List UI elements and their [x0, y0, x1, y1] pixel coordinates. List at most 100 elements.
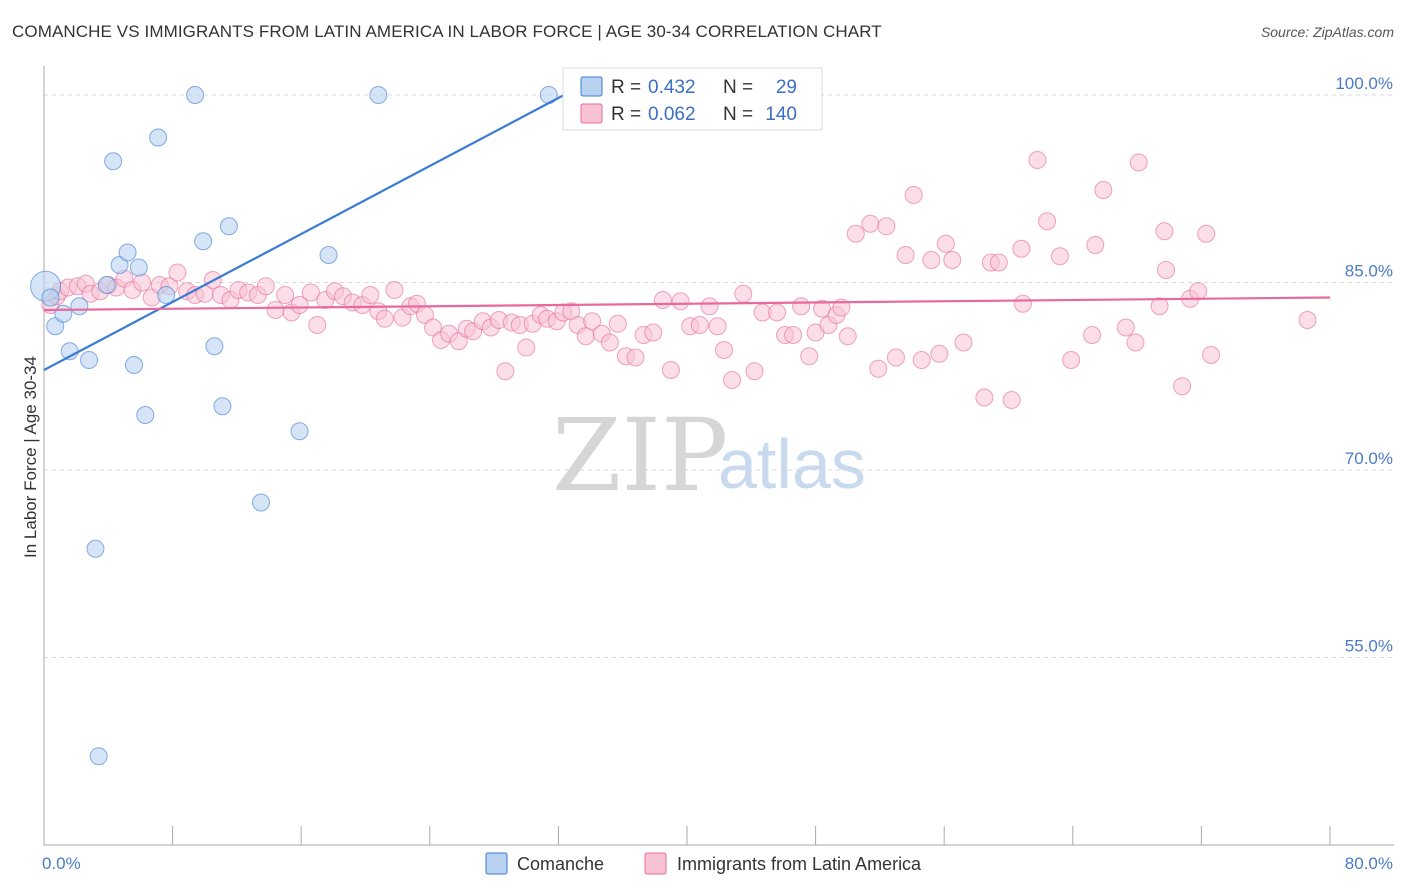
- watermark-zip: ZIP: [552, 397, 728, 514]
- point-comanche: [86, 539, 105, 558]
- series-comanche-points: [30, 86, 594, 766]
- point-immigrants: [1197, 224, 1216, 243]
- point-immigrants: [708, 317, 727, 336]
- stats-legend-box: [562, 67, 823, 131]
- legend-swatch-immigrants: [580, 103, 603, 124]
- watermark: ZIP atlas: [552, 397, 866, 514]
- point-immigrants: [1012, 239, 1031, 258]
- point-immigrants: [800, 347, 819, 366]
- stats-legend: R = 0.432 N = 29 R = 0.062 N = 140: [562, 67, 823, 131]
- watermark-atlas: atlas: [718, 425, 866, 503]
- legend-n-value-comanche: 29: [776, 77, 797, 98]
- bottom-legend-swatch-comanche[interactable]: [485, 852, 508, 875]
- point-immigrants: [936, 234, 955, 253]
- gridlines: [44, 94, 1394, 658]
- point-immigrants: [375, 309, 394, 328]
- point-comanche: [219, 217, 238, 236]
- point-immigrants: [723, 371, 742, 389]
- point-immigrants: [661, 361, 680, 379]
- x-tick-label-min: 0.0%: [42, 854, 81, 873]
- point-comanche: [54, 304, 73, 323]
- legend-r-value-immigrants: 0.062: [648, 104, 696, 125]
- bottom-legend-swatch-immigrants[interactable]: [644, 852, 667, 875]
- point-immigrants: [1126, 333, 1145, 352]
- legend-n-label-comanche: N =: [723, 77, 753, 98]
- point-comanche: [70, 297, 89, 316]
- y-tick-label: 85.0%: [1345, 262, 1393, 281]
- legend-r-label-immigrants: R =: [611, 104, 641, 125]
- point-immigrants: [690, 316, 709, 334]
- point-immigrants: [943, 251, 962, 269]
- y-tick-label: 100.0%: [1335, 74, 1393, 93]
- point-immigrants: [1050, 247, 1069, 266]
- point-immigrants: [1157, 261, 1176, 279]
- point-immigrants: [846, 224, 865, 243]
- source-label: Source: ZipAtlas.com: [1260, 24, 1394, 40]
- point-immigrants: [734, 284, 753, 303]
- trend-lines: [43, 71, 1331, 371]
- point-immigrants: [1086, 236, 1105, 254]
- point-immigrants: [930, 344, 949, 363]
- point-immigrants: [1116, 318, 1135, 337]
- y-tick-label: 55.0%: [1345, 637, 1393, 656]
- point-comanche: [41, 288, 60, 307]
- point-comanche: [129, 258, 148, 277]
- point-immigrants: [583, 312, 602, 331]
- point-immigrants: [1038, 212, 1057, 231]
- point-immigrants: [1083, 326, 1102, 344]
- point-comanche: [104, 152, 123, 171]
- bottom-legend-label-immigrants[interactable]: Immigrants from Latin America: [677, 854, 922, 874]
- point-comanche: [252, 493, 271, 512]
- point-comanche: [89, 747, 108, 766]
- point-immigrants: [361, 286, 380, 304]
- legend-r-value-comanche: 0.432: [648, 77, 696, 98]
- point-comanche: [213, 397, 232, 416]
- trend-line-immigrants: [43, 296, 1331, 312]
- point-comanche: [290, 422, 309, 441]
- point-immigrants: [922, 251, 941, 269]
- point-immigrants: [714, 341, 733, 359]
- axes: [43, 66, 1394, 846]
- point-immigrants: [644, 323, 663, 342]
- point-immigrants: [576, 327, 595, 346]
- point-immigrants: [266, 301, 285, 319]
- point-comanche: [157, 286, 176, 304]
- bottom-legend-label-comanche[interactable]: Comanche: [517, 854, 604, 874]
- point-immigrants: [600, 333, 619, 352]
- x-tick-label-max: 80.0%: [1345, 854, 1393, 873]
- point-immigrants: [626, 348, 645, 367]
- point-immigrants: [1202, 346, 1221, 364]
- legend-n-value-immigrants: 140: [765, 104, 797, 125]
- point-immigrants: [1298, 311, 1317, 329]
- legend-swatch-comanche: [580, 76, 603, 97]
- point-immigrants: [989, 253, 1008, 272]
- point-comanche: [369, 86, 388, 104]
- point-comanche: [149, 128, 168, 147]
- point-immigrants: [896, 246, 915, 264]
- point-immigrants: [768, 303, 787, 322]
- point-comanche: [194, 232, 213, 251]
- point-immigrants: [861, 214, 880, 233]
- point-immigrants: [877, 217, 896, 236]
- point-comanche: [136, 406, 155, 424]
- point-immigrants: [1189, 282, 1208, 301]
- series-immigrants-points: [41, 151, 1317, 409]
- point-comanche: [186, 86, 205, 104]
- trend-line-comanche: [43, 71, 608, 371]
- point-immigrants: [671, 292, 690, 311]
- point-immigrants: [838, 327, 857, 346]
- point-immigrants: [653, 291, 672, 309]
- y-tick-labels: 55.0% 70.0% 85.0% 100.0%: [1335, 74, 1393, 656]
- point-comanche: [205, 337, 224, 356]
- point-immigrants: [886, 348, 905, 367]
- point-immigrants: [1013, 294, 1032, 313]
- point-immigrants: [1129, 153, 1148, 172]
- point-immigrants: [912, 351, 931, 369]
- point-immigrants: [385, 281, 404, 299]
- y-axis-title: In Labor Force | Age 30-34: [21, 356, 40, 558]
- point-immigrants: [517, 338, 536, 357]
- point-immigrants: [1150, 297, 1169, 316]
- chart-title: COMANCHE VS IMMIGRANTS FROM LATIN AMERIC…: [12, 22, 882, 41]
- point-immigrants: [276, 286, 295, 304]
